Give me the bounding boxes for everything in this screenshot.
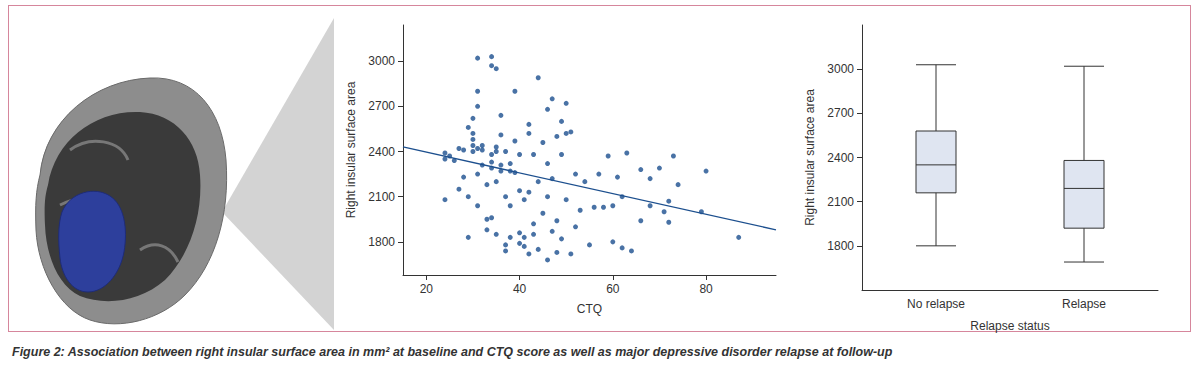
svg-text:2700: 2700	[827, 106, 854, 120]
svg-text:80: 80	[699, 282, 713, 296]
svg-text:3000: 3000	[827, 62, 854, 76]
svg-text:No relapse: No relapse	[907, 297, 965, 311]
svg-text:3000: 3000	[368, 54, 395, 68]
svg-text:2400: 2400	[827, 151, 854, 165]
svg-text:CTQ: CTQ	[577, 302, 602, 316]
svg-text:1800: 1800	[827, 239, 854, 253]
svg-text:Right insular surface area: Right insular surface area	[344, 81, 358, 218]
svg-text:2100: 2100	[368, 190, 395, 204]
svg-text:1800: 1800	[368, 235, 395, 249]
svg-text:2400: 2400	[368, 145, 395, 159]
html-text:Figure 2: Association between: Figure 2: Association between right insu…	[12, 345, 893, 359]
svg-text:60: 60	[606, 282, 620, 296]
svg-text:Relapse status: Relapse status	[970, 319, 1049, 333]
svg-text:20: 20	[420, 282, 434, 296]
svg-text:Relapse: Relapse	[1062, 297, 1106, 311]
svg-text:2100: 2100	[827, 195, 854, 209]
svg-text:40: 40	[513, 282, 527, 296]
svg-text:2700: 2700	[368, 99, 395, 113]
svg-text:Right insular surface area: Right insular surface area	[803, 89, 817, 226]
